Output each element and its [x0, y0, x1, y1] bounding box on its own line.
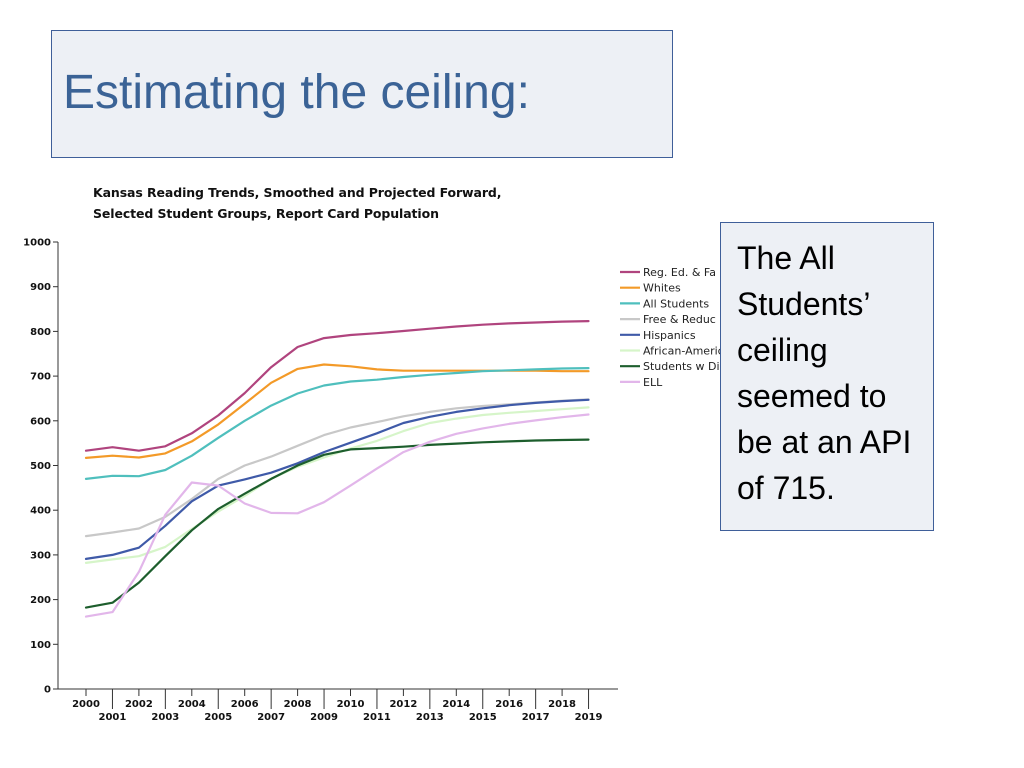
x-tick-label: 2012	[389, 699, 417, 710]
series-line	[84, 413, 590, 618]
series-line	[84, 320, 590, 452]
legend-label: Free & Reduc	[643, 313, 716, 326]
x-tick-label: 2008	[284, 699, 312, 710]
x-tick-label: 2013	[416, 712, 444, 723]
series-line	[84, 398, 590, 561]
y-tick-label: 100	[30, 640, 51, 651]
legend-label: All Students	[643, 297, 709, 310]
chart-axes: 0 100 200 300 400 500 600 700 800 900 1000 2000 2001…	[23, 238, 618, 723]
note-callout: The All Students’ ceiling seemed to be a…	[720, 222, 934, 531]
slide-title-box: Estimating the ceiling:	[51, 30, 673, 158]
x-tick-label: 2019	[575, 712, 603, 723]
y-tick-label: 600	[30, 416, 51, 427]
legend-label: Hispanics	[643, 329, 696, 342]
chart-legend: Reg. Ed. & Fa Whites All Students Free & Re…	[620, 266, 724, 389]
x-tick-label: 2015	[469, 712, 497, 723]
x-tick-label: 2007	[257, 712, 285, 723]
x-tick-label: 2011	[363, 712, 391, 723]
legend-label: Reg. Ed. & Fa	[643, 266, 716, 279]
x-tick-label: 2010	[337, 699, 365, 710]
y-tick-label: 900	[30, 282, 51, 293]
series-line	[84, 367, 590, 480]
x-tick-label: 2000	[72, 699, 100, 710]
slide-title: Estimating the ceiling:	[63, 66, 530, 119]
x-tick-label: 2018	[548, 699, 576, 710]
x-tick-label: 2002	[125, 699, 153, 710]
series-line	[84, 363, 590, 459]
chart-title-line1: Kansas Reading Trends, Smoothed and Proj…	[93, 185, 502, 200]
x-tick-label: 2009	[310, 712, 338, 723]
y-tick-label: 400	[30, 506, 51, 517]
series-line	[84, 438, 590, 609]
x-tick-label: 2001	[99, 712, 127, 723]
chart-title: Kansas Reading Trends, Smoothed and Proj…	[93, 182, 502, 224]
y-tick-label: 0	[44, 685, 51, 696]
y-tick-label: 500	[30, 461, 51, 472]
series-line	[84, 398, 590, 538]
y-tick-label: 800	[30, 327, 51, 338]
y-tick-label: 700	[30, 372, 51, 383]
x-tick-label: 2004	[178, 699, 206, 710]
x-tick-label: 2005	[204, 712, 232, 723]
x-tick-label: 2016	[495, 699, 523, 710]
y-tick-label: 300	[30, 550, 51, 561]
chart-series-lines	[84, 320, 590, 618]
x-tick-label: 2017	[522, 712, 550, 723]
legend-label: ELL	[643, 376, 663, 389]
x-tick-label: 2006	[231, 699, 259, 710]
legend-label: Whites	[643, 282, 681, 295]
note-text: The All Students’ ceiling seemed to be a…	[737, 240, 912, 506]
y-tick-label: 1000	[23, 238, 51, 249]
x-tick-label: 2014	[442, 699, 470, 710]
legend-label: African-Americ	[643, 345, 724, 358]
x-tick-label: 2003	[151, 712, 179, 723]
legend-label: Students w Di	[643, 360, 720, 373]
chart-title-line2: Selected Student Groups, Report Card Pop…	[93, 206, 439, 221]
y-tick-label: 200	[30, 595, 51, 606]
